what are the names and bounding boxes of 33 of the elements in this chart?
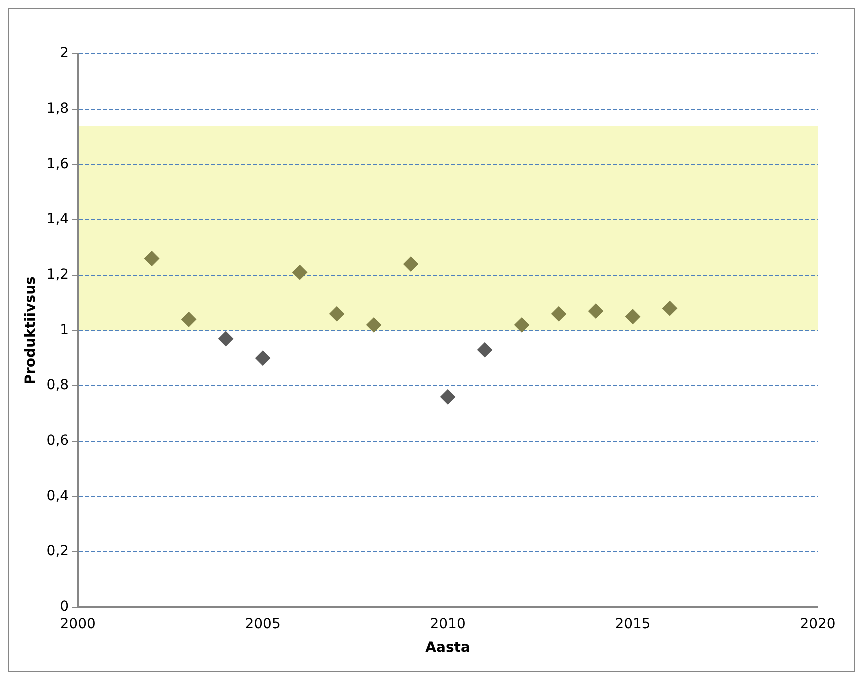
y-tick-label: 0,8 bbox=[46, 378, 70, 394]
x-tick-label: 2000 bbox=[60, 616, 96, 632]
point bbox=[514, 318, 530, 333]
y-tick-label: 1,6 bbox=[46, 156, 70, 172]
y-tick-label: 1,8 bbox=[46, 100, 70, 117]
point bbox=[182, 312, 197, 328]
point bbox=[292, 265, 308, 280]
x-tick-label: 2005 bbox=[245, 616, 281, 632]
point bbox=[366, 318, 382, 333]
x-tick-label: 2015 bbox=[615, 616, 651, 632]
y-tick-label: 1,2 bbox=[46, 267, 70, 283]
y-axis-title: Produktiivsus bbox=[23, 276, 40, 385]
y-tick-label: 1 bbox=[60, 322, 70, 338]
point bbox=[218, 332, 234, 346]
point bbox=[256, 350, 271, 366]
y-tick-label: 0,4 bbox=[46, 488, 70, 504]
point bbox=[330, 306, 345, 322]
point bbox=[626, 309, 641, 324]
point bbox=[440, 390, 456, 405]
x-axis-title: Aasta bbox=[426, 640, 470, 656]
point bbox=[552, 306, 567, 322]
point bbox=[662, 301, 678, 316]
y-tick-label: 2 bbox=[60, 46, 70, 62]
point bbox=[478, 342, 493, 358]
point bbox=[588, 304, 604, 319]
x-tick-label: 2020 bbox=[800, 616, 836, 632]
point bbox=[404, 256, 419, 272]
y-tick-label: 0 bbox=[60, 599, 70, 616]
y-tick-label: 1,4 bbox=[46, 212, 70, 228]
point bbox=[144, 251, 160, 266]
y-tick-label: 0,6 bbox=[46, 433, 70, 450]
x-tick-label: 2010 bbox=[430, 616, 466, 632]
y-tick-label: 0,2 bbox=[46, 544, 70, 560]
